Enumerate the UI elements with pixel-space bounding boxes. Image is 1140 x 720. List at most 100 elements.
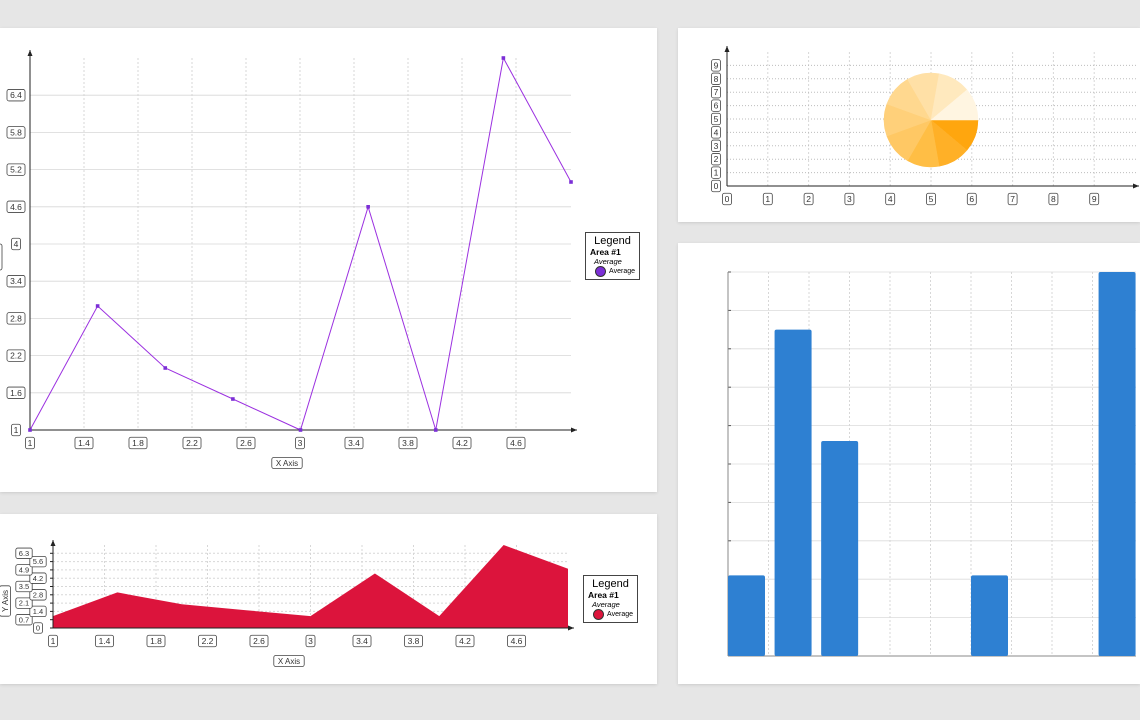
svg-text:5.2: 5.2: [10, 165, 22, 175]
svg-text:4.6: 4.6: [510, 438, 522, 448]
svg-text:3.5: 3.5: [19, 582, 29, 591]
legend-title: Legend: [592, 578, 629, 590]
data-point: [366, 205, 370, 209]
y-tick-label: 4.9: [15, 564, 33, 576]
x-tick-label: 3: [305, 634, 316, 648]
y-tick-label: 5.8: [6, 126, 26, 139]
x-tick-label: 3.8: [398, 436, 418, 450]
x-tick-label: 1: [762, 192, 773, 206]
y-tick-label: 0: [711, 179, 721, 193]
x-tick-label: 1.4: [95, 634, 114, 648]
x-tick-label: 2.2: [182, 436, 202, 450]
x-tick-label: 3.8: [404, 634, 423, 648]
x-tick-label: 4.6: [506, 436, 526, 450]
svg-text:4: 4: [888, 194, 893, 204]
svg-text:3.4: 3.4: [356, 636, 368, 646]
legend-item: Average: [588, 609, 633, 620]
svg-text:1: 1: [28, 438, 33, 448]
data-point: [433, 428, 438, 432]
x-tick-label: 9: [1089, 192, 1100, 206]
svg-text:2.2: 2.2: [202, 636, 214, 646]
svg-text:5.6: 5.6: [33, 557, 43, 566]
y-tick-label: 1.6: [6, 386, 26, 399]
x-tick-label: 1.8: [128, 436, 148, 450]
svg-text:4.2: 4.2: [456, 438, 468, 448]
svg-text:Y Axis: Y Axis: [1, 590, 10, 612]
svg-text:6.4: 6.4: [10, 90, 22, 100]
y-tick-label: 3.5: [15, 580, 33, 593]
legend-group: Average: [592, 600, 620, 609]
y-tick-label: 2: [711, 153, 721, 166]
svg-text:7: 7: [1010, 194, 1015, 204]
x-axis-arrow: [571, 427, 577, 433]
y-tick-label: 4: [11, 237, 21, 251]
data-point: [28, 428, 32, 432]
legend-area: Area #1: [588, 590, 619, 600]
bar: [774, 329, 812, 656]
bar: [1098, 272, 1136, 656]
svg-text:2.1: 2.1: [19, 599, 29, 608]
bar-chart: [727, 271, 1136, 657]
svg-text:2.8: 2.8: [10, 313, 22, 323]
svg-text:4: 4: [714, 127, 719, 137]
x-tick-label: 4.2: [455, 634, 475, 648]
y-tick-label: 2.8: [6, 312, 26, 325]
svg-text:1.4: 1.4: [99, 636, 111, 646]
area-chart: 1 1.4 1.8 2.2 2.6 3 3.4 3.8 4.2 4.6 0 0.7 1.4 2.1 2.8 3…: [0, 540, 574, 667]
svg-text:4.6: 4.6: [511, 636, 523, 646]
x-tick-label: 3: [295, 436, 305, 450]
y-axis-arrow: [50, 540, 56, 546]
y-axis-title: Y Axis: [0, 585, 11, 617]
x-tick-label: 3: [844, 192, 855, 206]
x-tick-label: 8: [1048, 192, 1059, 206]
x-tick-label: 2.2: [198, 634, 217, 648]
y-tick-label: 8: [711, 72, 721, 85]
legend-item: Average: [590, 266, 635, 277]
svg-text:2: 2: [714, 154, 719, 164]
line-chart-panel: 1 1.4 1.8 2.2 2.6 3 3.4 3.8 4.2 4.6 1 1.6 2.2 2.8 3.4 4…: [0, 28, 657, 492]
bar: [971, 575, 1008, 656]
y-axis-arrow: [27, 50, 33, 56]
y-axis-arrow: [724, 46, 730, 52]
svg-text:5: 5: [929, 194, 934, 204]
y-tick-label: 0.7: [15, 614, 33, 626]
x-tick-label: 3.4: [352, 634, 372, 648]
y-tick-label: 2.1: [15, 597, 33, 609]
svg-text:3: 3: [847, 194, 852, 204]
svg-text:8: 8: [714, 74, 719, 84]
y-tick-label: 9: [711, 59, 721, 72]
y-tick-label: 5.2: [6, 163, 26, 176]
y-tick-label: 7: [711, 86, 721, 99]
legend-marker: [593, 609, 605, 620]
x-tick-label: 3.4: [344, 436, 364, 450]
line-chart-legend: Legend Area #1 Average Average: [585, 232, 640, 280]
svg-text:4.6: 4.6: [10, 202, 22, 212]
svg-text:3: 3: [308, 636, 313, 646]
x-tick-label: 1.8: [146, 634, 166, 648]
svg-text:1: 1: [14, 425, 19, 435]
y-tick-label: 4.2: [29, 572, 47, 584]
x-axis-arrow: [1133, 183, 1139, 189]
data-point: [501, 56, 506, 60]
x-axis-title: X Axis: [273, 655, 305, 667]
svg-text:0: 0: [36, 624, 40, 633]
y-tick-label: 3.4: [6, 275, 26, 288]
svg-text:1.8: 1.8: [132, 438, 144, 448]
x-tick-label: 4.6: [507, 634, 526, 648]
y-tick-label: 2.2: [6, 349, 26, 362]
svg-text:3: 3: [714, 141, 719, 151]
svg-text:5: 5: [714, 114, 719, 124]
y-tick-label: 3: [711, 139, 721, 152]
y-tick-label: 6.3: [15, 547, 33, 559]
bar: [821, 440, 859, 656]
y-tick-label: 2.8: [29, 589, 47, 601]
legend-group: Average: [594, 257, 622, 266]
svg-text:1.6: 1.6: [10, 388, 22, 398]
bar-chart-panel: [678, 243, 1140, 684]
svg-text:7: 7: [714, 87, 719, 97]
y-tick-label: 1: [711, 166, 721, 179]
x-tick-label: 1: [48, 634, 58, 648]
legend-title: Legend: [594, 235, 631, 247]
svg-text:2.6: 2.6: [253, 636, 265, 646]
data-point: [569, 180, 573, 184]
